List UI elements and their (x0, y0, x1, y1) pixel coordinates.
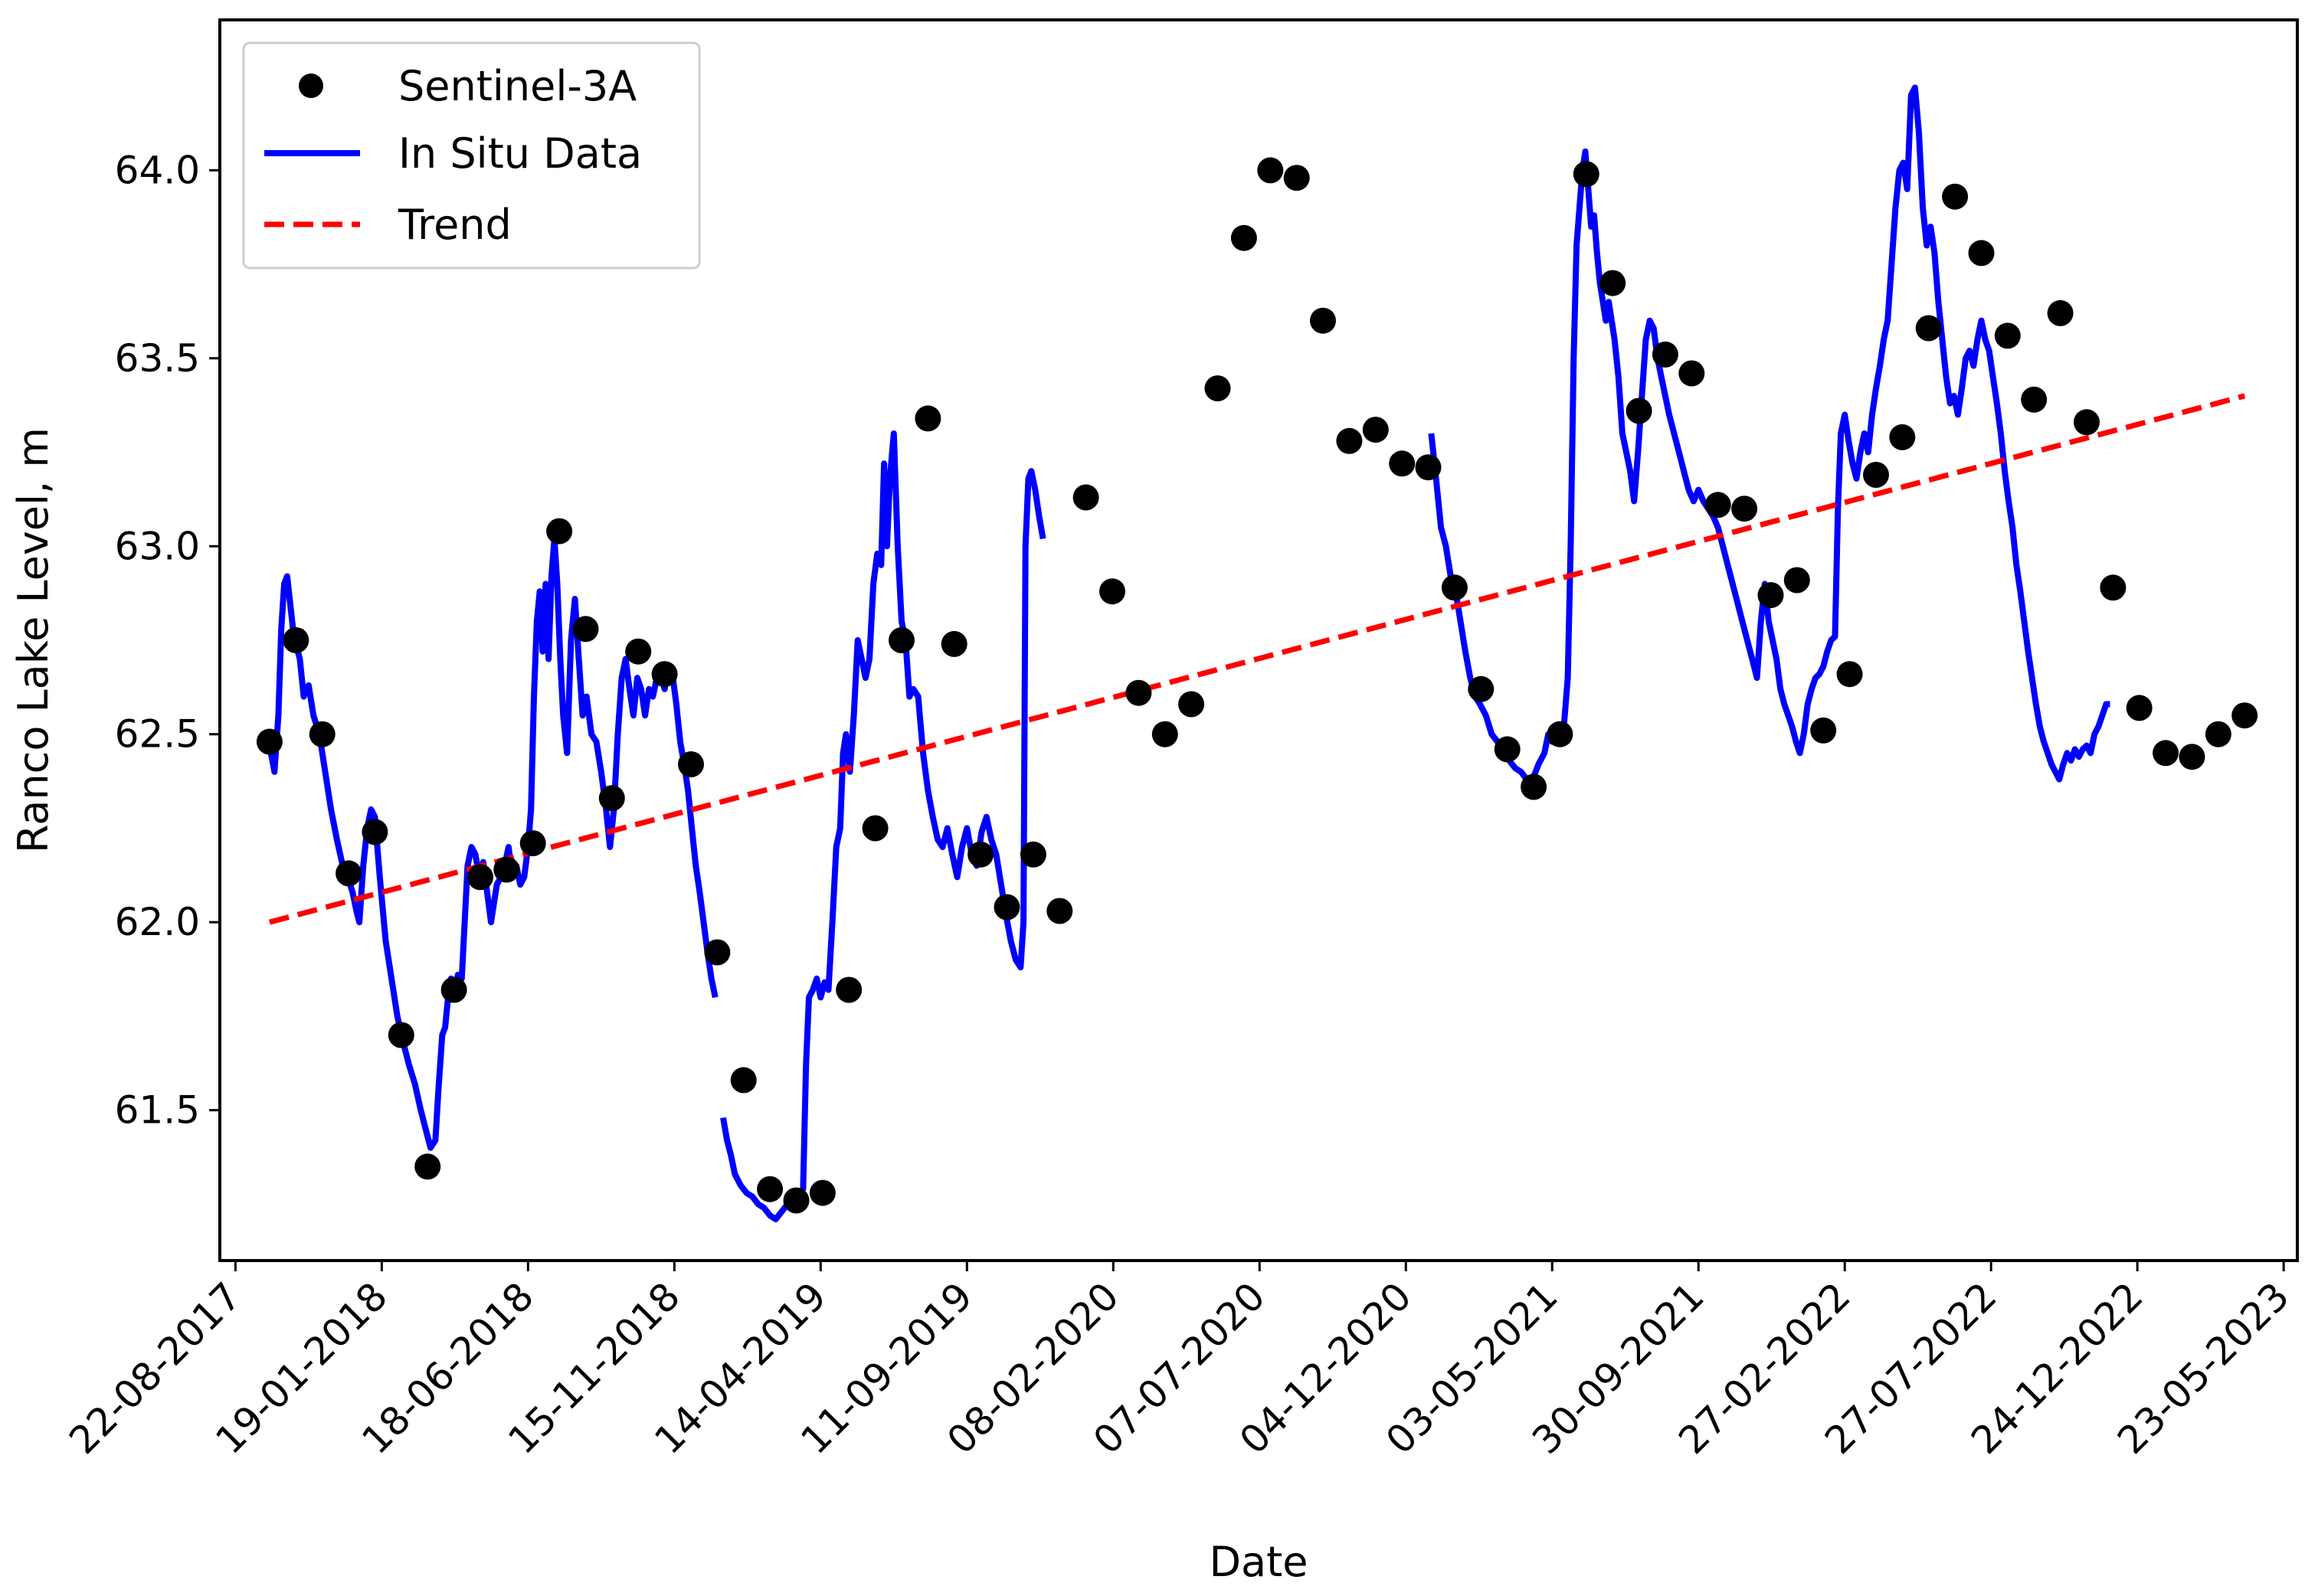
sentinel-3a-point-9 (467, 864, 493, 891)
sentinel-3a-point-23 (836, 976, 863, 1003)
legend-marker-sentinel-3a (299, 74, 323, 98)
sentinel-3a-point-41 (1310, 307, 1336, 334)
sentinel-3a-point-71 (2100, 574, 2126, 601)
sentinel-3a-point-17 (678, 751, 704, 777)
sentinel-3a-point-25 (889, 627, 915, 653)
sentinel-3a-point-74 (2179, 744, 2205, 770)
sentinel-3a-point-40 (1283, 165, 1310, 191)
sentinel-3a-point-39 (1257, 157, 1284, 184)
sentinel-3a-point-27 (941, 630, 967, 657)
sentinel-3a-point-5 (362, 819, 388, 845)
y-tick-label: 63.0 (115, 524, 200, 568)
sentinel-3a-point-61 (1836, 661, 1863, 688)
sentinel-3a-point-45 (1415, 454, 1442, 481)
legend-label-sentinel-3a: Sentinel-3A (398, 62, 637, 110)
sentinel-3a-point-12 (546, 518, 573, 545)
sentinel-3a-point-54 (1652, 341, 1678, 368)
sentinel-3a-point-64 (1915, 315, 1942, 342)
sentinel-3a-point-4 (336, 860, 362, 887)
sentinel-3a-point-76 (2231, 702, 2258, 729)
sentinel-3a-point-1 (256, 728, 283, 755)
series-layer (256, 84, 2258, 1222)
y-tick-label: 62.0 (115, 900, 200, 944)
sentinel-3a-point-37 (1204, 375, 1231, 402)
sentinel-3a-point-10 (493, 856, 520, 883)
sentinel-3a-point-28 (967, 841, 994, 868)
trend-line (269, 393, 2246, 925)
sentinel-3a-point-18 (704, 939, 731, 966)
sentinel-3a-point-66 (1968, 240, 1995, 267)
sentinel-3a-point-38 (1230, 224, 1257, 251)
sentinel-3a-point-44 (1389, 450, 1416, 477)
sentinel-3a-point-7 (414, 1153, 441, 1180)
sentinel-3a-point-72 (2126, 695, 2153, 721)
sentinel-3a-point-13 (572, 616, 599, 643)
sentinel-3a-point-6 (388, 1022, 414, 1048)
sentinel-3a-point-11 (519, 830, 546, 857)
sentinel-3a-point-20 (757, 1176, 784, 1202)
sentinel-3a-point-56 (1704, 492, 1731, 518)
y-tick-label: 64.0 (115, 148, 200, 192)
sentinel-3a-point-43 (1362, 417, 1389, 443)
y-tick-label: 62.5 (115, 712, 200, 757)
sentinel-3a-point-26 (915, 405, 941, 432)
in-situ-line-segment-3 (1428, 84, 2110, 783)
sentinel-3a-point-58 (1757, 582, 1784, 609)
sentinel-3a-point-68 (2021, 386, 2048, 413)
sentinel-3a-point-24 (862, 815, 889, 842)
sentinel-3a-point-57 (1731, 495, 1758, 522)
sentinel-3a-point-47 (1468, 675, 1495, 702)
sentinel-3a-point-14 (598, 785, 625, 812)
sentinel-3a-point-19 (730, 1067, 757, 1094)
sentinel-3a-point-67 (1994, 322, 2021, 349)
sentinel-3a-point-69 (2047, 299, 2074, 326)
sentinel-3a-point-33 (1099, 578, 1125, 605)
legend-label-trend: Trend (398, 201, 512, 249)
sentinel-3a-point-62 (1863, 462, 1889, 488)
sentinel-3a-point-42 (1336, 427, 1363, 454)
sentinel-3a-point-73 (2153, 740, 2179, 767)
sentinel-3a-point-63 (1889, 424, 1916, 450)
sentinel-3a-point-30 (1020, 841, 1046, 868)
sentinel-3a-point-32 (1072, 484, 1099, 511)
sentinel-3a-point-31 (1046, 898, 1073, 924)
sentinel-3a-point-35 (1151, 721, 1178, 747)
y-tick-label: 61.5 (115, 1088, 200, 1133)
sentinel-3a-point-49 (1521, 773, 1547, 800)
x-axis-label: Date (1209, 1538, 1308, 1586)
sentinel-3a-point-75 (2205, 721, 2231, 747)
sentinel-3a-point-34 (1125, 679, 1152, 706)
sentinel-3a-point-8 (440, 976, 467, 1003)
y-axis-label: Ranco Lake Level, m (9, 427, 57, 853)
sentinel-3a-point-52 (1599, 270, 1626, 296)
y-axis: 61.5 62.0 62.5 63.0 63.5 64.0 (115, 148, 220, 1133)
sentinel-3a-point-60 (1810, 717, 1837, 744)
y-tick-label: 63.5 (115, 336, 200, 381)
sentinel-3a-point-2 (283, 627, 309, 653)
sentinel-3a-point-55 (1678, 360, 1705, 387)
sentinel-3a-point-48 (1494, 736, 1521, 763)
sentinel-3a-point-16 (651, 661, 678, 688)
sentinel-3a-point-53 (1626, 397, 1652, 424)
sentinel-3a-point-59 (1783, 567, 1810, 594)
sentinel-3a-point-36 (1178, 691, 1205, 718)
legend: Sentinel-3A In Situ Data Trend (242, 41, 701, 270)
legend-label-in-situ: In Situ Data (398, 129, 642, 178)
sentinel-3a-point-46 (1441, 574, 1468, 601)
sentinel-3a-point-22 (809, 1179, 836, 1206)
sentinel-3a-point-50 (1547, 721, 1573, 747)
sentinel-3a-point-15 (625, 638, 652, 665)
sentinel-3a-point-65 (1942, 183, 1969, 210)
sentinel-3a-point-29 (994, 894, 1020, 921)
sentinel-3a-point-3 (309, 721, 336, 747)
sentinel-3a-point-70 (2074, 409, 2100, 436)
sentinel-3a-point-21 (783, 1187, 810, 1214)
sentinel-3a-point-51 (1573, 161, 1599, 188)
legend-box (242, 41, 701, 270)
